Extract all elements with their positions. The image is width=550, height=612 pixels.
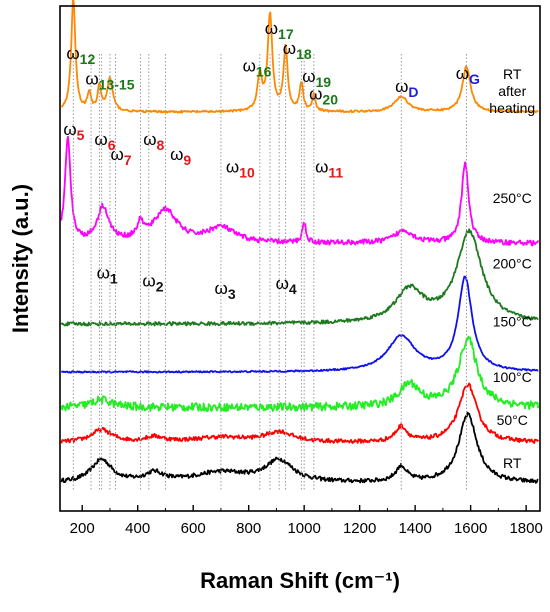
series-label: 200°C: [493, 256, 532, 272]
series-label: 50°C: [497, 412, 528, 428]
x-tick-label: 400: [125, 520, 150, 537]
x-tick-label: 1000: [287, 520, 320, 537]
mode-label: ω17: [265, 19, 294, 42]
spectrum-line: [60, 275, 539, 374]
mode-label: ω16: [243, 57, 272, 80]
mode-label: ω1: [97, 264, 118, 287]
x-tick-label: 800: [236, 520, 261, 537]
spectrum-line: [60, 335, 540, 413]
series-label: 150°C: [493, 314, 532, 330]
mode-label: ω18: [283, 39, 312, 62]
plot-frame: [59, 5, 541, 512]
series-label: RT after heating: [489, 66, 535, 116]
x-tick-label: 1600: [454, 520, 487, 537]
y-axis-label: Intensity (a.u.): [8, 184, 33, 333]
series-label: 100°C: [493, 369, 532, 385]
spectrum-line: [60, 135, 540, 247]
x-tick-label: 1400: [398, 520, 431, 537]
mode-label: ω11: [315, 158, 343, 181]
series-label: RT: [503, 455, 522, 471]
mode-label: ω9: [170, 145, 191, 168]
mode-label: ω20: [309, 84, 338, 107]
mode-label: ω7: [111, 145, 132, 168]
mode-label: ω4: [276, 274, 297, 297]
spectrum-line: [60, 411, 539, 484]
x-axis: 200 400 600 800 1000 1200 1400 1600 1800: [70, 505, 543, 537]
x-tick-label: 1200: [343, 520, 376, 537]
x-tick-label: 600: [181, 520, 206, 537]
x-axis-label: Raman Shift (cm⁻¹): [200, 568, 400, 593]
mode-line-layer: [72, 53, 467, 491]
mode-label: ω3: [215, 279, 236, 302]
mode-label: ω6: [94, 130, 115, 153]
mode-label: ω10: [226, 158, 255, 181]
mode-label: ω2: [142, 271, 163, 294]
x-tick-label: 1800: [509, 520, 542, 537]
mode-label: ωD: [395, 77, 418, 100]
mode-label: ω5: [63, 120, 84, 143]
mode-label: ωG: [456, 64, 480, 87]
mode-label: ω12: [66, 44, 95, 67]
mode-label: ω19: [302, 67, 331, 90]
spectrum-line: [60, 228, 539, 327]
mode-label: ω13-15: [85, 69, 134, 92]
mode-label: ω8: [143, 130, 164, 153]
series-label-layer: RT after heating 250°C 200°C 150°C 100°C 50°C RT: [489, 66, 535, 471]
x-tick-label: 200: [70, 520, 95, 537]
series-label: 250°C: [493, 190, 532, 206]
